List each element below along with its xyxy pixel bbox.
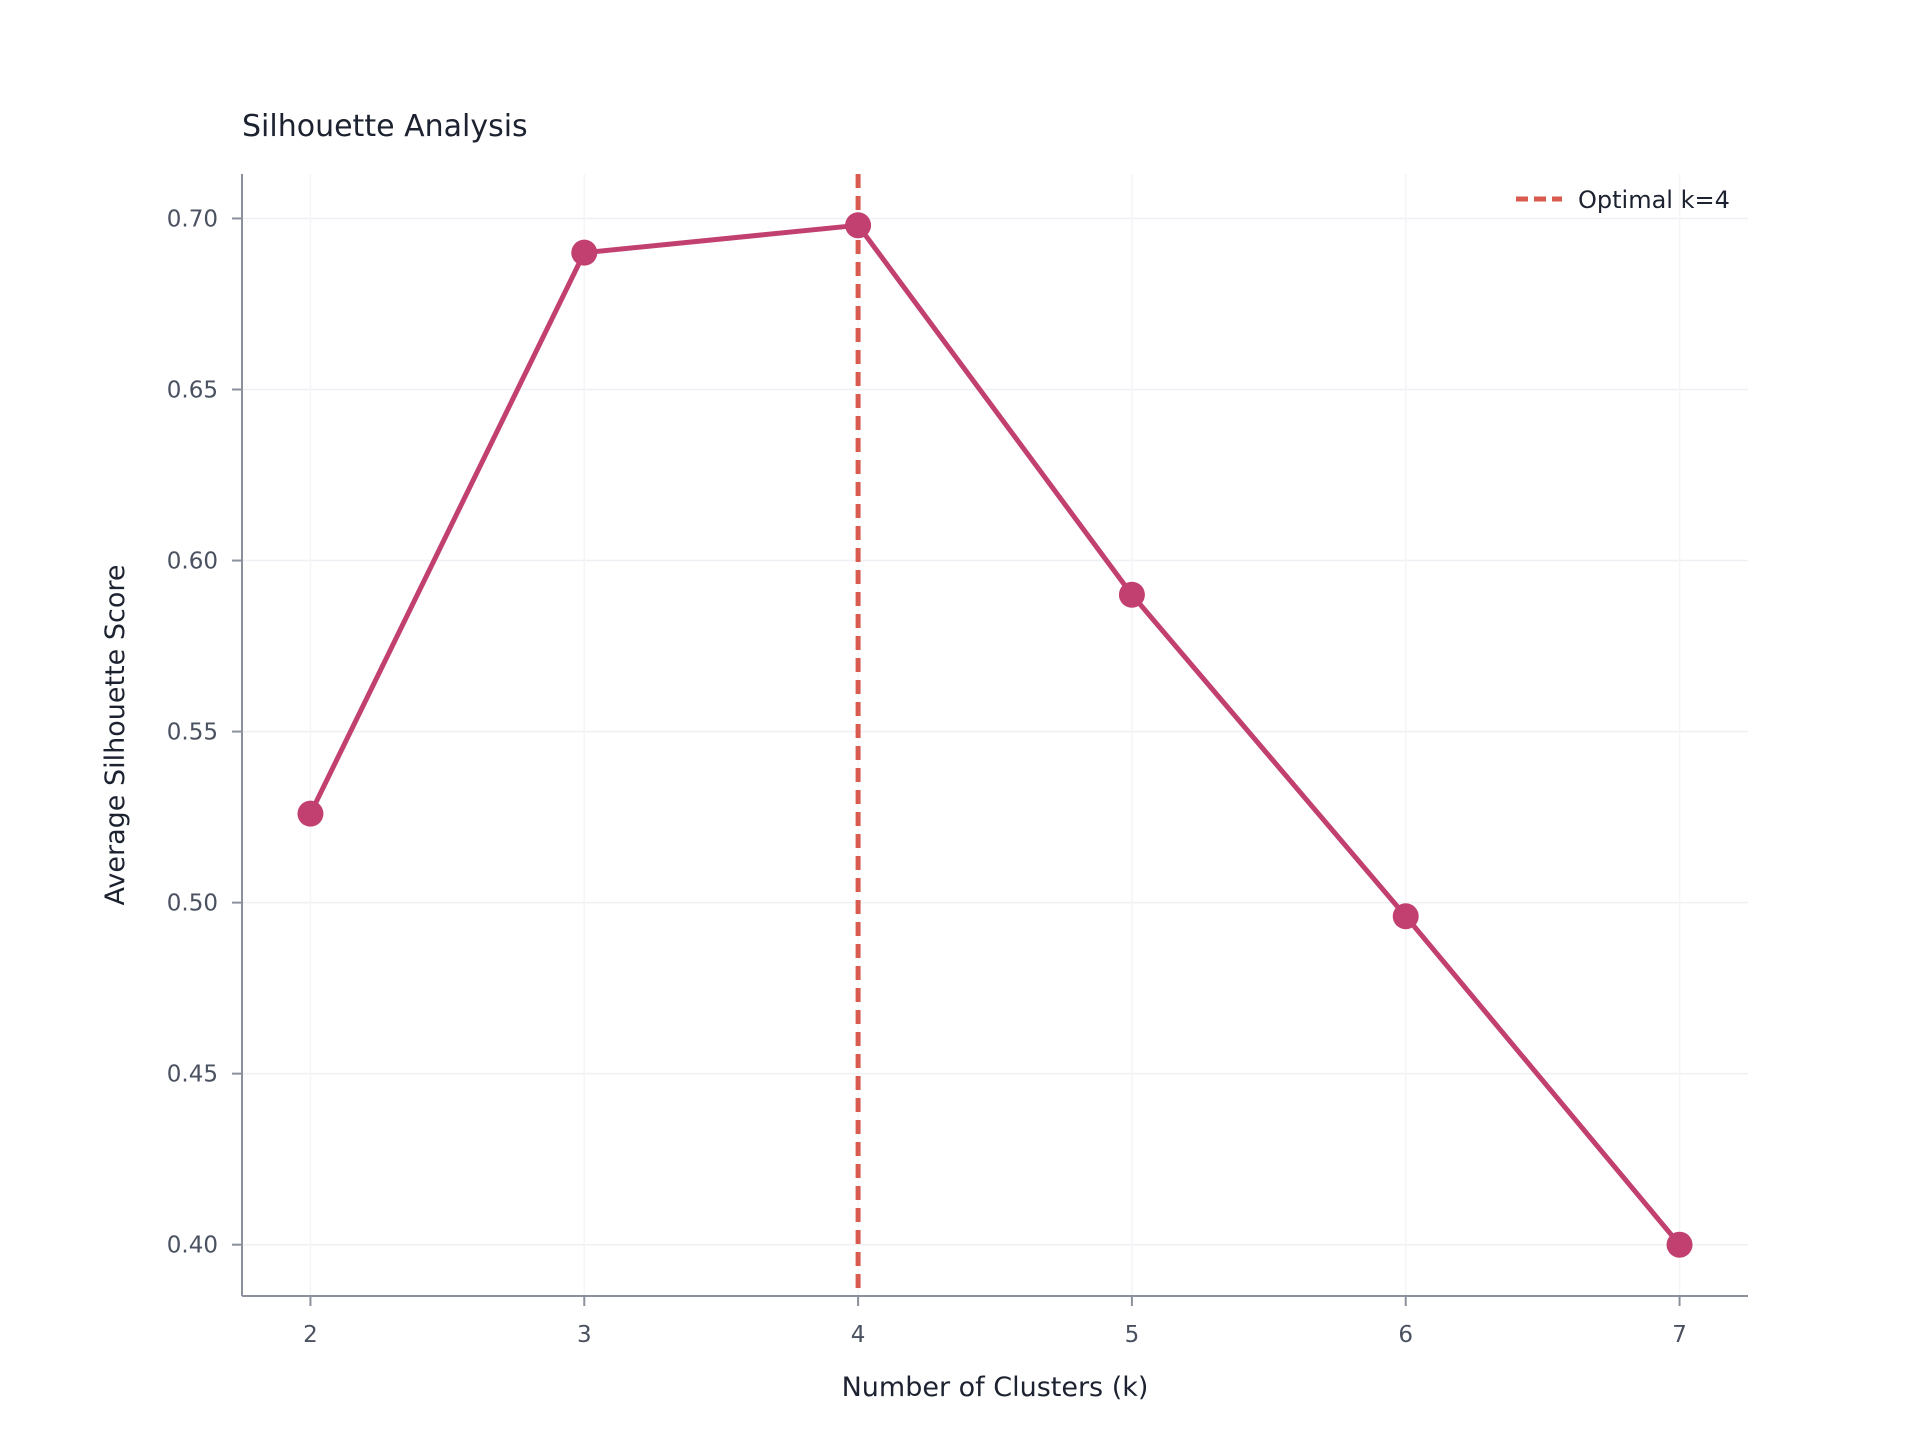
data-point-k7[interactable] [1666,1231,1693,1258]
y-tick-label: 0.50 [167,891,218,917]
data-point-k2[interactable] [297,800,324,827]
data-point-k5[interactable] [1118,581,1145,608]
x-tick-label: 7 [1672,1322,1687,1348]
x-tick-label: 3 [577,1322,592,1348]
y-tick-label: 0.55 [167,720,218,746]
x-tick-label: 6 [1398,1322,1413,1348]
ticks: 0.40 0.45 0.50 0.55 0.60 0.65 0.70 2 3 4 5 6 7 [167,206,1687,1348]
grid [242,174,1748,1296]
y-axis-title: Average Silhouette Score [100,565,131,906]
y-tick-label: 0.65 [167,378,218,404]
x-tick-label: 2 [303,1322,318,1348]
series-line [307,222,1683,1248]
legend: Optimal k=4 [1516,186,1730,214]
data-point-k3[interactable] [571,239,598,266]
data-point-k4[interactable] [845,212,872,239]
y-tick-label: 0.60 [167,549,218,575]
x-tick-label: 5 [1125,1322,1140,1348]
x-tick-label: 4 [851,1322,866,1348]
y-tick-label: 0.40 [167,1233,218,1259]
y-tick-label: 0.70 [167,206,218,232]
axes [241,174,1748,1297]
data-point-k6[interactable] [1392,903,1419,930]
y-tick-label: 0.45 [167,1062,218,1088]
series-layer [297,212,1693,1258]
x-axis-title: Number of Clusters (k) [842,1372,1149,1403]
legend-label-optimal: Optimal k=4 [1578,186,1730,214]
chart-title: Silhouette Analysis [242,109,528,144]
